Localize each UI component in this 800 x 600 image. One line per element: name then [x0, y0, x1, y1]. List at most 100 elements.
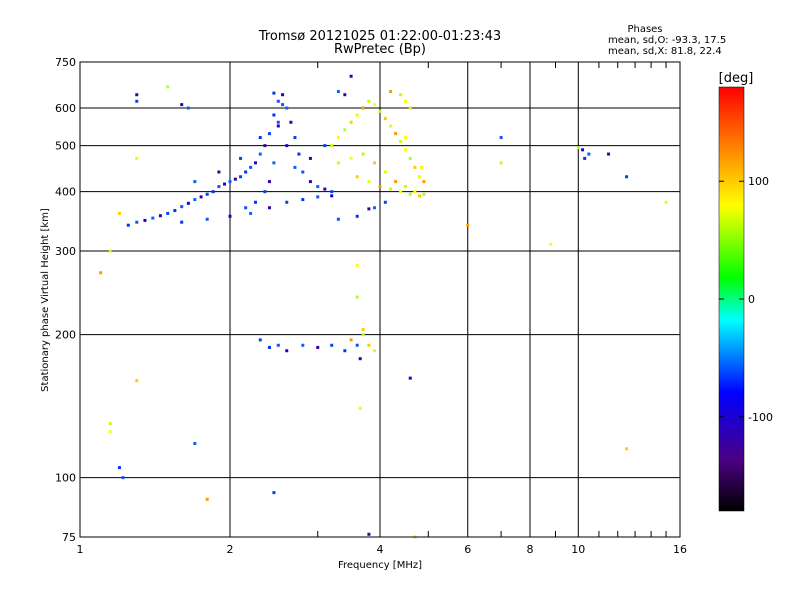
o-mode-point	[293, 165, 297, 169]
x-mode-point	[166, 85, 170, 89]
x-mode-point	[355, 175, 359, 179]
x-mode-point	[117, 211, 121, 215]
x-mode-point	[336, 136, 340, 140]
x-mode-point	[349, 338, 353, 342]
o-mode-point	[186, 201, 190, 205]
o-mode-point	[330, 190, 334, 194]
x-mode-point	[403, 185, 407, 189]
x-mode-point	[355, 295, 359, 299]
x-mode-point	[413, 165, 417, 169]
o-mode-point	[355, 214, 359, 218]
x-mode-point	[378, 109, 382, 113]
o-mode-point	[336, 90, 340, 94]
o-mode-point	[180, 103, 184, 107]
o-mode-point	[244, 170, 248, 174]
x-mode-point	[205, 497, 209, 501]
o-mode-point	[293, 136, 297, 140]
o-mode-point	[301, 198, 305, 202]
x-mode-point	[373, 349, 377, 353]
o-mode-point	[180, 220, 184, 224]
x-mode-point	[378, 185, 382, 189]
o-mode-point	[272, 113, 276, 117]
o-mode-point	[272, 161, 276, 165]
x-mode-point	[499, 161, 503, 165]
o-mode-point	[285, 106, 289, 110]
o-mode-point	[121, 476, 125, 480]
x-tick-label: 1	[77, 543, 84, 556]
o-mode-point	[355, 343, 359, 347]
x-mode-point	[361, 152, 365, 156]
data-points	[99, 74, 668, 539]
x-tick-label: 16	[673, 543, 687, 556]
stats-heading: Phases	[627, 24, 662, 35]
o-mode-point	[276, 343, 280, 347]
x-mode-point	[403, 148, 407, 152]
o-mode-point	[211, 190, 215, 194]
o-mode-point	[253, 161, 257, 165]
o-mode-point	[223, 182, 227, 186]
stats-x-mode: mean, sd,X: 81.8, 22.4	[608, 46, 722, 57]
o-mode-point	[367, 532, 371, 536]
y-axis-label: Stationary phase Virtual Height [km]	[40, 208, 51, 392]
o-mode-point	[383, 200, 387, 204]
o-mode-point	[285, 144, 289, 148]
x-tick-label: 6	[464, 543, 471, 556]
x-mode-point	[361, 333, 365, 337]
x-mode-point	[399, 140, 403, 144]
y-tick-label: 75	[62, 531, 76, 544]
o-mode-point	[297, 152, 301, 156]
o-mode-point	[281, 103, 285, 107]
o-mode-point	[349, 74, 353, 78]
o-mode-point	[117, 466, 121, 470]
x-mode-point	[383, 117, 387, 121]
o-mode-point	[267, 132, 271, 136]
y-tick-label: 400	[55, 186, 76, 199]
x-tick-label: 2	[227, 543, 234, 556]
y-tick-label: 500	[55, 140, 76, 153]
o-mode-point	[228, 180, 232, 184]
o-mode-point	[308, 180, 312, 184]
x-mode-point	[108, 422, 112, 426]
o-mode-point	[323, 187, 327, 191]
o-mode-point	[267, 345, 271, 349]
x-mode-point	[664, 200, 668, 204]
o-mode-point	[158, 214, 162, 218]
x-mode-point	[576, 146, 580, 150]
y-tick-label: 600	[55, 102, 76, 115]
o-mode-point	[323, 144, 327, 148]
o-mode-point	[205, 192, 209, 196]
x-mode-point	[358, 406, 362, 410]
x-tick-label: 4	[377, 543, 384, 556]
x-mode-point	[367, 99, 371, 103]
x-mode-point	[99, 271, 103, 275]
x-mode-point	[399, 93, 403, 97]
x-mode-point	[394, 180, 398, 184]
o-mode-point	[272, 491, 276, 495]
x-mode-point	[389, 90, 393, 94]
o-mode-point	[193, 442, 197, 446]
chart-title: Tromsø 20121025 01:22:00-01:23:43	[258, 29, 501, 44]
o-mode-point	[587, 152, 591, 156]
o-mode-point	[193, 198, 197, 202]
x-mode-point	[422, 180, 426, 184]
x-mode-point	[108, 430, 112, 434]
o-mode-point	[289, 120, 293, 124]
o-mode-point	[135, 93, 139, 97]
x-mode-point	[389, 187, 393, 191]
x-mode-point	[417, 194, 421, 198]
x-mode-point	[336, 161, 340, 165]
o-mode-point	[276, 120, 280, 124]
o-mode-point	[233, 177, 237, 181]
x-mode-point	[403, 136, 407, 140]
o-mode-point	[173, 209, 177, 213]
o-mode-point	[316, 185, 320, 189]
x-mode-point	[408, 192, 412, 196]
o-mode-point	[343, 93, 347, 97]
o-mode-point	[625, 175, 629, 179]
plot-frame	[79, 61, 681, 538]
x-mode-point	[355, 113, 359, 117]
x-axis-label: Frequency [MHz]	[338, 560, 422, 571]
o-mode-point	[239, 156, 243, 160]
x-mode-point	[373, 103, 377, 107]
x-mode-point	[399, 190, 403, 194]
